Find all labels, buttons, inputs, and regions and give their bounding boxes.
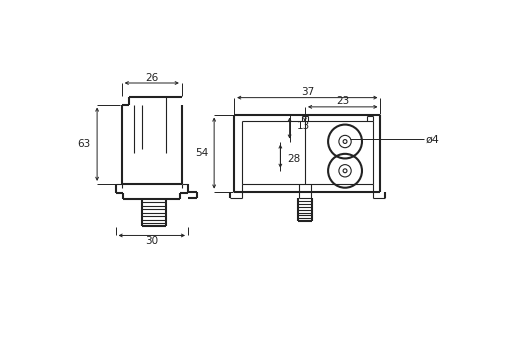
Text: ø4: ø4	[425, 134, 439, 144]
Text: 54: 54	[194, 148, 208, 158]
Text: 30: 30	[145, 236, 158, 246]
Text: 28: 28	[287, 154, 301, 164]
Text: 23: 23	[336, 96, 349, 106]
Text: 13: 13	[297, 121, 310, 131]
Text: 37: 37	[301, 87, 314, 97]
Text: 26: 26	[145, 73, 159, 83]
Text: 63: 63	[77, 139, 91, 149]
